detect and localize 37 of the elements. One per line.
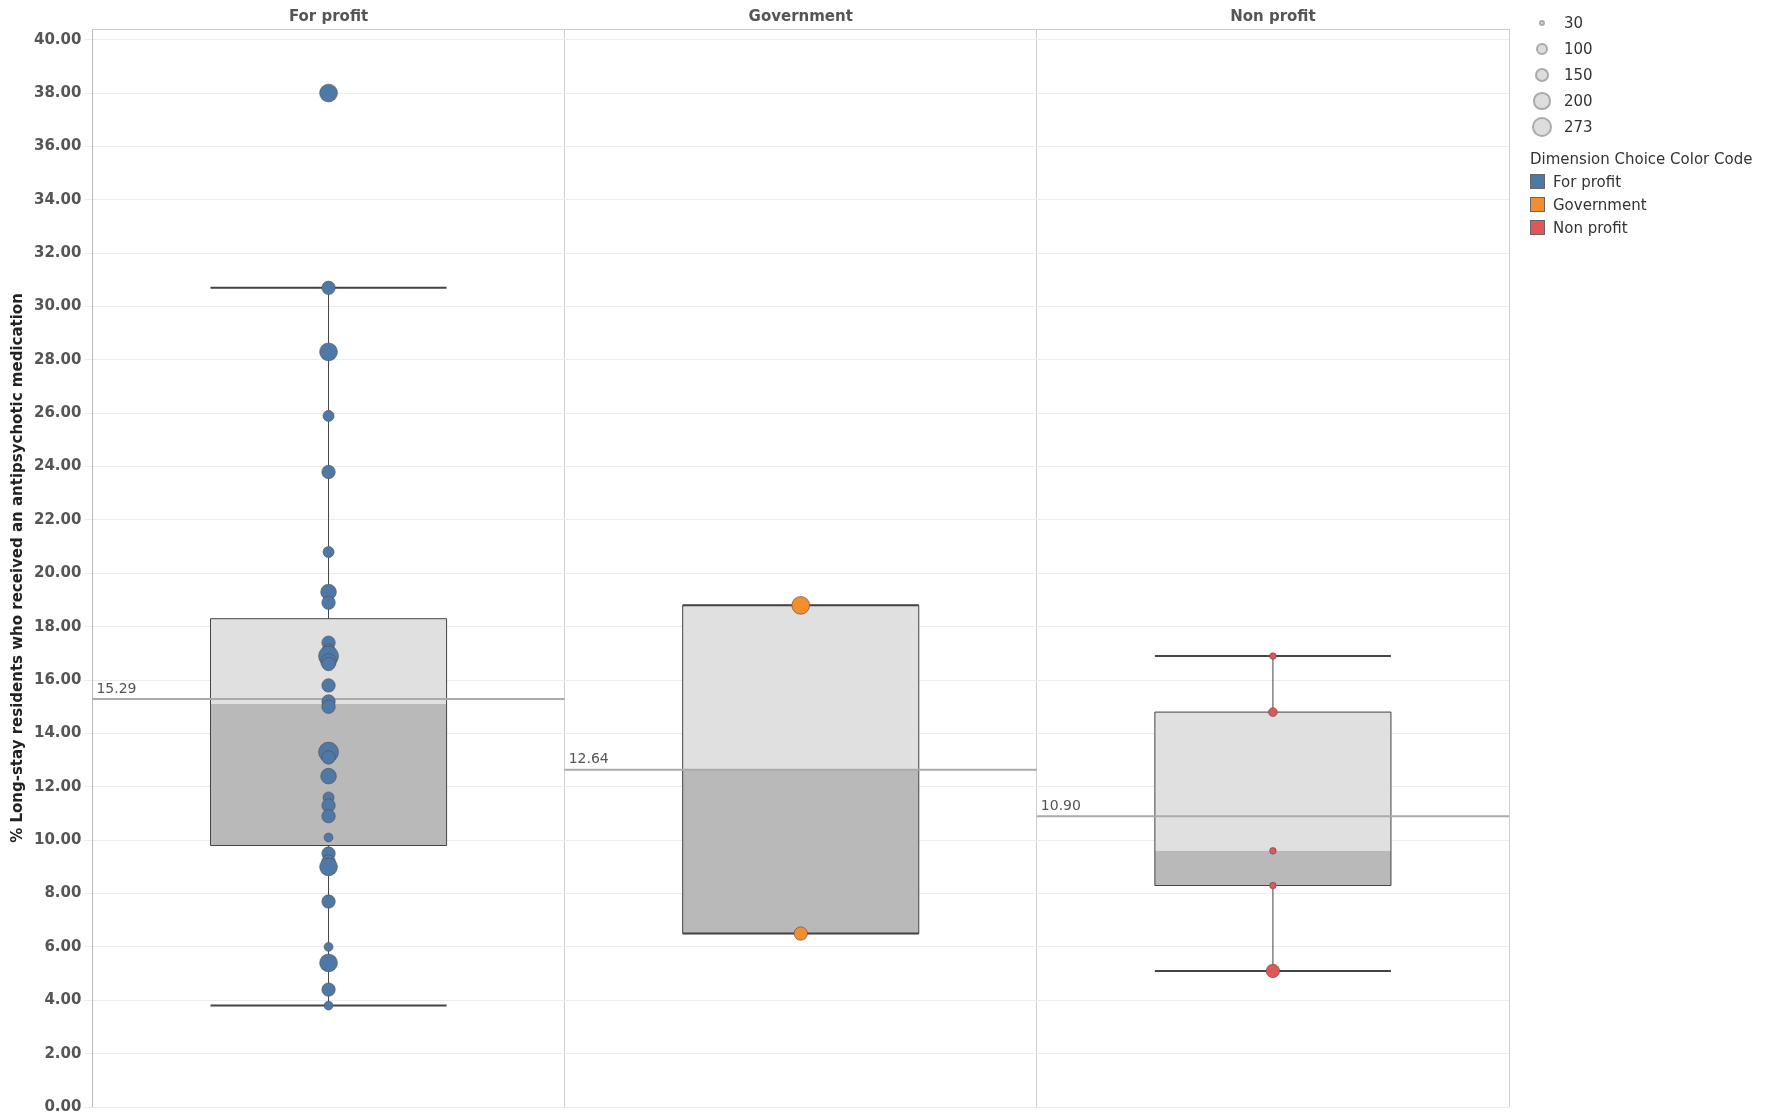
y-tick-label: 32.00 — [33, 243, 82, 262]
legend-label: For profit — [1553, 172, 1622, 191]
legend-title: Dimension Choice Color Code — [1530, 150, 1753, 168]
legend-label: Government — [1553, 195, 1647, 214]
ref-line-label: 12.64 — [568, 750, 609, 767]
y-tick-label: 28.00 — [33, 349, 82, 368]
x-tick-label: Non profit — [1230, 6, 1316, 25]
legend-label: 150 — [1564, 66, 1593, 84]
y-tick-label: 0.00 — [44, 1096, 82, 1115]
legend-label: Non profit — [1553, 218, 1628, 237]
y-tick-label: 38.00 — [33, 82, 82, 101]
y-tick-label: 14.00 — [33, 723, 82, 742]
y-tick-label: 34.00 — [33, 189, 82, 208]
x-tick-label: For profit — [288, 6, 369, 25]
ref-line-label: 10.90 — [1040, 796, 1081, 813]
y-tick-label: 16.00 — [33, 669, 82, 688]
y-tick-label: 8.00 — [44, 883, 82, 902]
y-tick-label: 4.00 — [44, 990, 82, 1009]
y-tick-label: 20.00 — [33, 563, 82, 582]
y-tick-label: 24.00 — [33, 456, 82, 475]
y-tick-label: 6.00 — [44, 936, 82, 955]
legend-label: 30 — [1564, 14, 1584, 32]
y-tick-label: 18.00 — [33, 616, 82, 635]
y-tick-label: 26.00 — [33, 403, 82, 422]
y-tick-label: 22.00 — [33, 509, 82, 528]
legend-label: 273 — [1564, 118, 1593, 136]
legend-label: 100 — [1564, 40, 1593, 58]
y-tick-label: 30.00 — [33, 296, 82, 315]
y-tick-label: 2.00 — [44, 1043, 82, 1062]
y-tick-label: 12.00 — [33, 776, 82, 795]
x-tick-label: Government — [748, 6, 853, 25]
y-tick-label: 36.00 — [33, 136, 82, 155]
y-tick-label: 40.00 — [33, 29, 82, 48]
y-tick-label: 10.00 — [33, 830, 82, 849]
ref-line-label: 15.29 — [96, 679, 137, 696]
y-axis-title: % Long-stay residents who received an antipsychotic medication — [7, 293, 26, 843]
legend-label: 200 — [1564, 92, 1593, 110]
